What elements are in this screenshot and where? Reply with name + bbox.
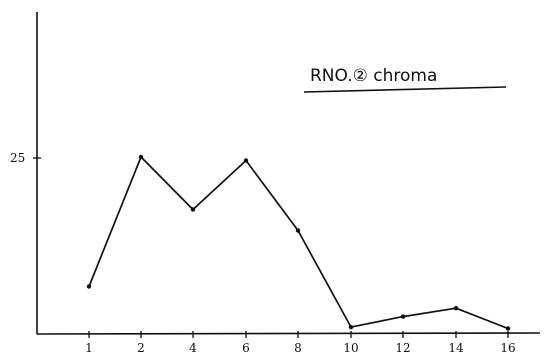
- title-underline: [303, 86, 507, 93]
- data-point: [295, 228, 301, 233]
- x-tick-label: 6: [242, 341, 250, 354]
- x-tick-label: 14: [448, 341, 464, 354]
- series-group: [86, 154, 511, 331]
- x-tick-label: 10: [343, 341, 358, 354]
- series-line: [88, 156, 509, 330]
- x-tick-label: 16: [500, 341, 515, 354]
- x-ticks: 1 2 4 6 8 10 12 14 16: [85, 331, 516, 354]
- x-tick-label: 2: [137, 341, 145, 354]
- chart-title: RNO.② chroma: [310, 66, 437, 86]
- x-tick-label: 8: [294, 341, 302, 354]
- data-point: [86, 284, 92, 289]
- data-point: [505, 326, 511, 331]
- title-group: RNO.② chroma: [303, 66, 507, 93]
- data-point: [453, 306, 459, 311]
- data-point: [400, 314, 406, 319]
- y-ticks: 25: [10, 151, 41, 165]
- data-point: [190, 207, 196, 212]
- x-tick-label: 12: [395, 341, 410, 354]
- x-axis: [36, 332, 541, 335]
- data-point: [243, 158, 249, 163]
- x-tick-label: 1: [85, 341, 93, 354]
- data-point: [138, 154, 144, 160]
- y-tick-label: 25: [10, 151, 25, 165]
- data-point: [348, 324, 354, 330]
- x-tick-label: 4: [189, 341, 197, 354]
